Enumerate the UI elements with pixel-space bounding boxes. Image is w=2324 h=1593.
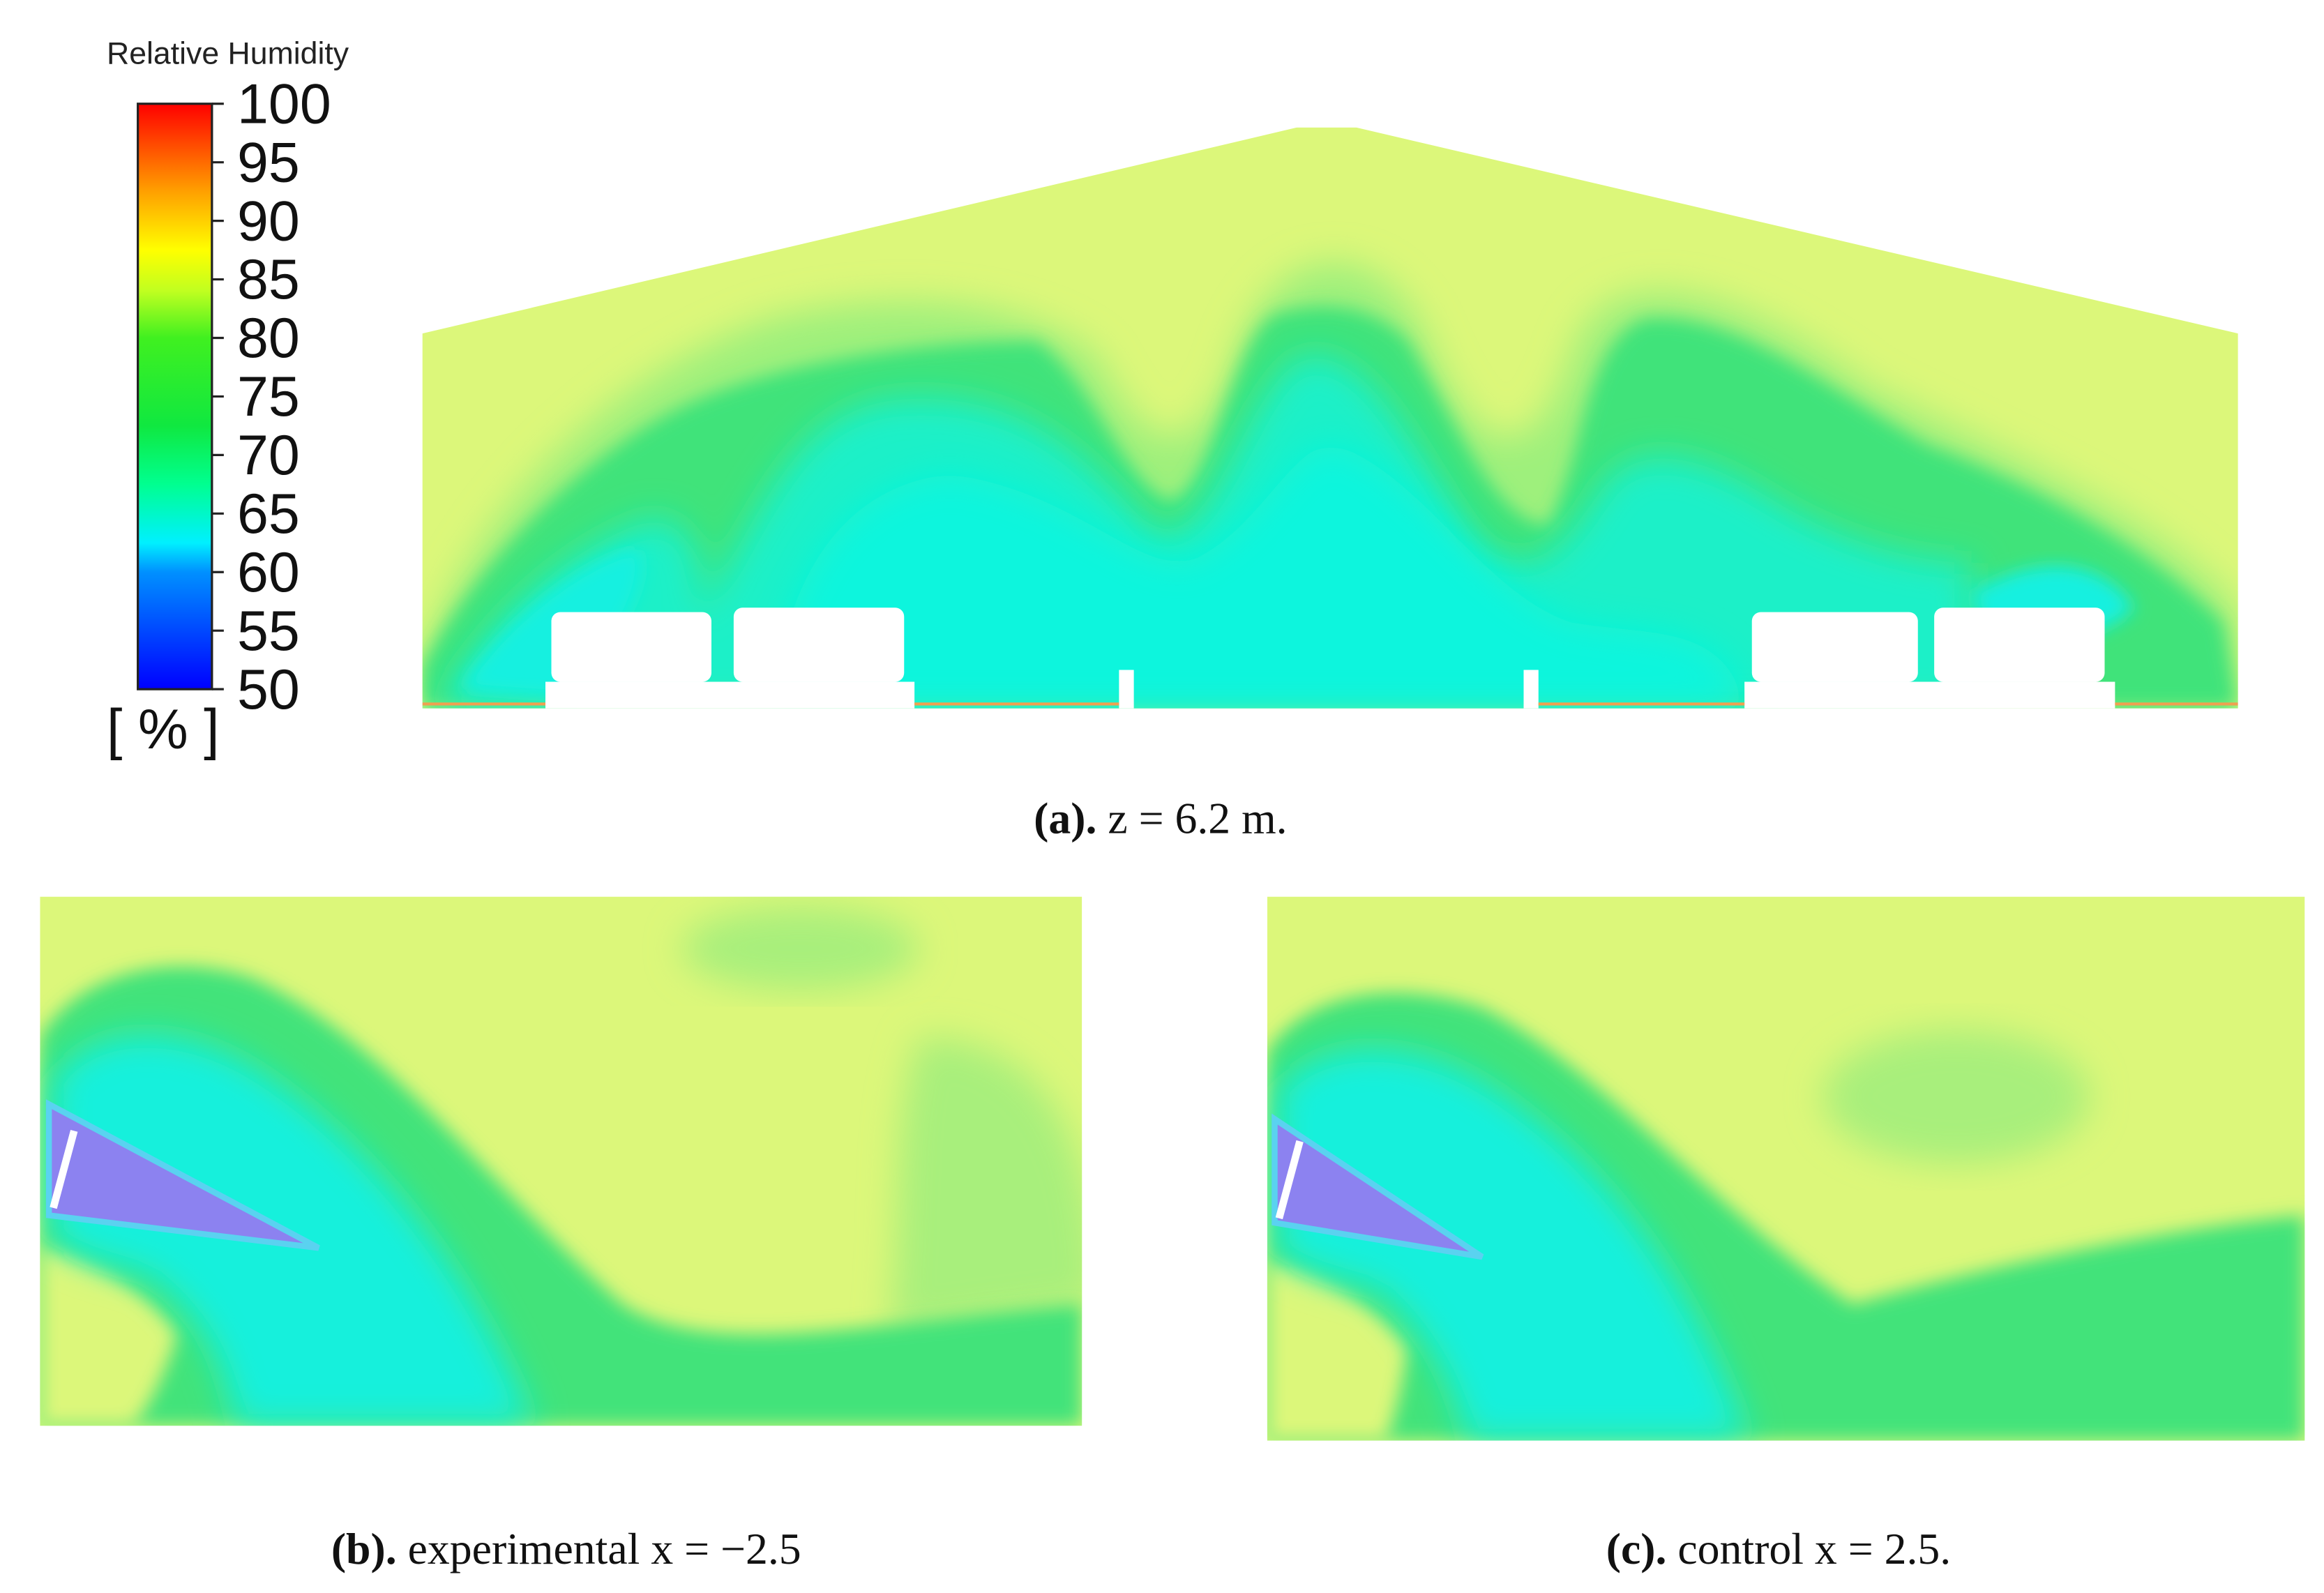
caption-label: (c). bbox=[1606, 1524, 1667, 1573]
colorbar bbox=[137, 103, 213, 690]
tick-label: 50 bbox=[237, 658, 300, 721]
caption-c: (c). control x = 2.5. bbox=[1606, 1524, 1951, 1573]
legend: Relative Humidity 1009590858075706560555… bbox=[107, 36, 349, 761]
caption-label: (a). bbox=[1034, 793, 1096, 843]
contour-panel-b bbox=[40, 896, 1082, 1426]
tick-label: 95 bbox=[237, 131, 300, 194]
tick-label: 90 bbox=[237, 190, 300, 252]
tick-label: 80 bbox=[237, 307, 300, 370]
tick-label: 65 bbox=[237, 483, 300, 545]
tick-label: 70 bbox=[237, 424, 300, 487]
caption-text: z = 6.2 m. bbox=[1108, 793, 1287, 843]
tick-label: 85 bbox=[237, 248, 300, 311]
contour-panel-a bbox=[422, 127, 2238, 709]
caption-text: control x = 2.5. bbox=[1677, 1524, 1951, 1573]
tick-label: 75 bbox=[237, 365, 300, 428]
caption-label: (b). bbox=[331, 1524, 397, 1573]
caption-text: experimental x = −2.5 bbox=[408, 1524, 801, 1573]
tick-label: 60 bbox=[237, 541, 300, 604]
contour-panel-c bbox=[1267, 896, 2305, 1441]
caption-a: (a). z = 6.2 m. bbox=[1034, 793, 1288, 843]
caption-b: (b). experimental x = −2.5 bbox=[331, 1524, 801, 1573]
tick-label: 55 bbox=[237, 600, 300, 663]
tick-label: 100 bbox=[237, 73, 331, 135]
legend-title: Relative Humidity bbox=[107, 36, 349, 70]
legend-unit: [ % ] bbox=[107, 698, 220, 761]
